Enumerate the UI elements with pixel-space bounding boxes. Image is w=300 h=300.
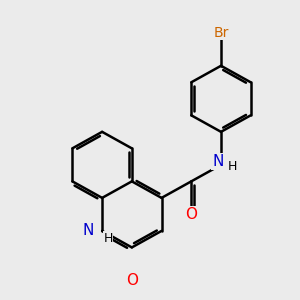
Text: N: N [82, 224, 94, 238]
Text: H: H [228, 160, 237, 173]
Text: Br: Br [213, 26, 229, 40]
Text: H: H [103, 232, 113, 245]
Text: O: O [126, 273, 138, 288]
Text: O: O [185, 207, 197, 222]
Text: N: N [212, 154, 224, 169]
